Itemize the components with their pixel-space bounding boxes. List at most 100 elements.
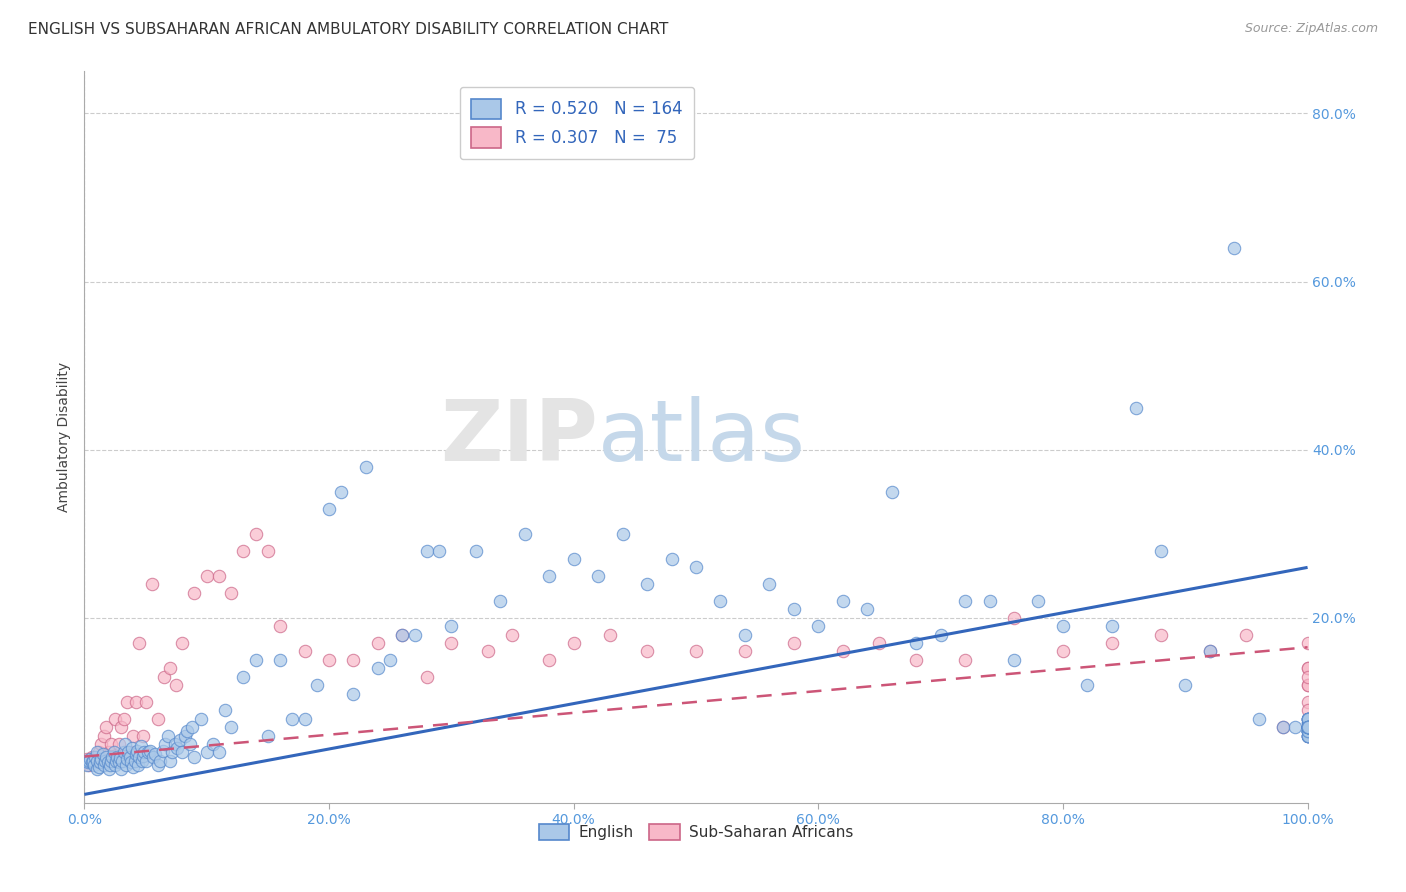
Point [112,745,135,759]
Point [131,754,153,768]
Point [1284,720,1306,734]
Point [905,636,928,650]
Point [104,712,127,726]
Point [342,653,364,667]
Point [586,569,609,583]
Point [1002,653,1025,667]
Point [129,739,152,753]
Point [404,627,426,641]
Point [172,745,194,759]
Point [783,602,806,616]
Point [1198,644,1220,658]
Point [120,745,142,759]
Point [159,754,181,768]
Point [201,737,224,751]
Point [232,670,254,684]
Point [1272,720,1295,734]
Point [269,653,291,667]
Point [94,754,117,768]
Point [538,569,561,583]
Point [1296,729,1319,743]
Point [90,737,112,751]
Point [115,752,138,766]
Point [869,636,891,650]
Point [1296,720,1319,734]
Point [122,729,145,743]
Point [104,758,127,772]
Point [93,729,115,743]
Point [87,745,110,759]
Point [111,754,134,768]
Point [257,543,280,558]
Point [132,729,155,743]
Point [1236,627,1258,641]
Point [318,653,340,667]
Point [367,661,389,675]
Point [1296,678,1319,692]
Point [1296,720,1319,734]
Point [1296,724,1319,739]
Point [90,752,112,766]
Point [214,703,236,717]
Point [709,594,731,608]
Point [96,749,118,764]
Point [281,712,304,726]
Point [128,636,150,650]
Point [880,484,903,499]
Point [1296,724,1319,739]
Point [73,754,96,768]
Text: ENGLISH VS SUBSAHARAN AFRICAN AMBULATORY DISABILITY CORRELATION CHART: ENGLISH VS SUBSAHARAN AFRICAN AMBULATORY… [28,22,668,37]
Point [100,737,122,751]
Point [734,644,756,658]
Point [136,745,159,759]
Point [1296,720,1319,734]
Point [1296,724,1319,739]
Point [1296,729,1319,743]
Point [294,712,316,726]
Point [179,737,201,751]
Point [232,543,254,558]
Point [86,745,108,759]
Point [125,747,148,761]
Point [416,670,439,684]
Point [105,749,128,764]
Point [125,744,148,758]
Point [1296,720,1319,734]
Point [831,594,853,608]
Point [1296,695,1319,709]
Point [1296,724,1319,739]
Point [1296,678,1319,692]
Point [685,560,707,574]
Point [1247,712,1270,726]
Point [166,741,188,756]
Point [1150,543,1173,558]
Point [146,712,169,726]
Point [905,653,928,667]
Point [86,754,108,768]
Point [367,636,389,650]
Point [1296,724,1319,739]
Point [77,758,100,772]
Point [118,749,141,764]
Point [183,585,205,599]
Point [183,749,205,764]
Point [112,712,135,726]
Point [128,749,150,764]
Point [172,636,194,650]
Point [76,758,98,772]
Point [1296,712,1319,726]
Point [354,459,377,474]
Point [1296,720,1319,734]
Point [173,729,195,743]
Point [77,754,100,768]
Point [159,661,181,675]
Point [162,745,184,759]
Point [91,747,114,761]
Point [1296,724,1319,739]
Point [79,752,101,766]
Point [181,720,204,734]
Point [190,712,212,726]
Point [318,501,340,516]
Text: Source: ZipAtlas.com: Source: ZipAtlas.com [1244,22,1378,36]
Point [636,577,658,591]
